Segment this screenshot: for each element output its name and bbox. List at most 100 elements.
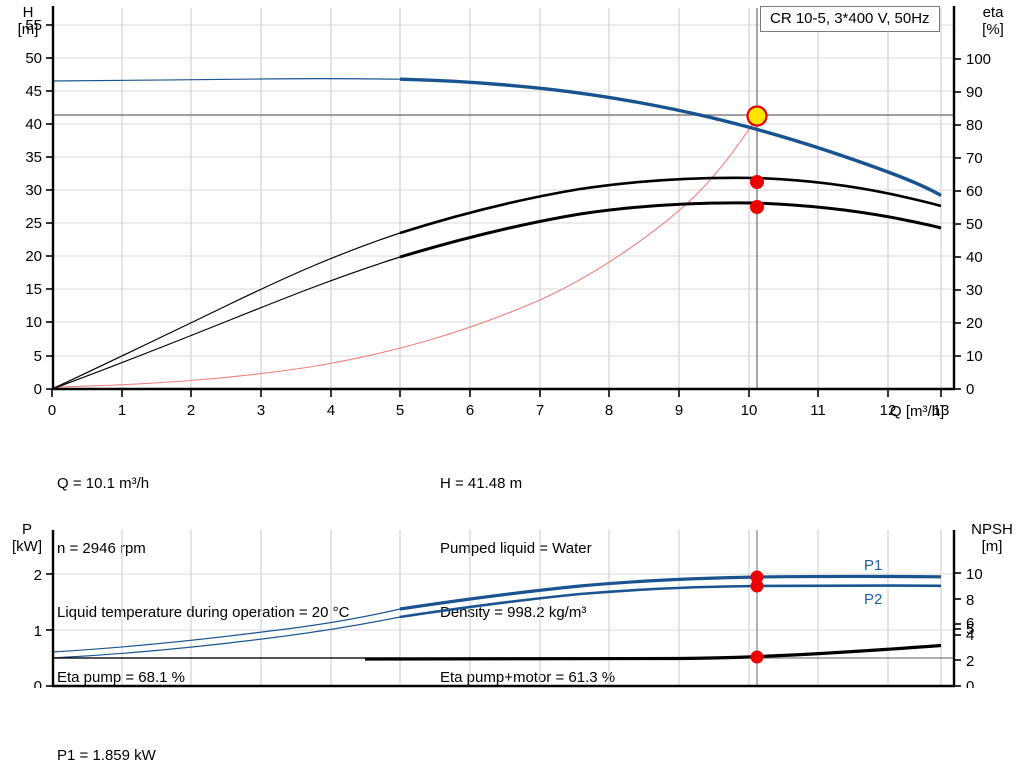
- svg-text:10: 10: [25, 314, 42, 331]
- upper-grid-vertical: [121, 8, 942, 389]
- svg-text:1: 1: [118, 402, 126, 419]
- p1-curve-thin: [52, 608, 401, 653]
- svg-text:35: 35: [25, 149, 42, 166]
- eta-pump-curve-thin: [52, 232, 401, 389]
- npsh-marker: [750, 650, 764, 664]
- p2-series-label: P2: [864, 591, 882, 608]
- svg-text:13: 13: [933, 402, 950, 419]
- upper-x-tick-labels: 0 1 2 3 4 5 6 7 8 9 10 11 12 13: [48, 402, 950, 419]
- svg-text:1: 1: [34, 623, 42, 640]
- svg-text:60: 60: [966, 183, 983, 200]
- svg-text:11: 11: [810, 402, 826, 419]
- svg-text:3: 3: [257, 402, 265, 419]
- svg-text:0: 0: [966, 381, 974, 398]
- lower-chart-svg: P1 P2 0 1 2 0: [34, 530, 983, 688]
- upper-x-axis-title: Q [m³/h]: [890, 403, 945, 420]
- head-curve-thin: [52, 77, 401, 82]
- svg-text:4: 4: [327, 402, 335, 419]
- duty-info-head: H = 41.48 m: [440, 475, 523, 492]
- duty-info-speed: n = 2946 rpm: [57, 539, 146, 557]
- lower-grid-vertical: [121, 530, 942, 686]
- svg-text:6: 6: [966, 615, 974, 632]
- p1-series-label: P1: [864, 557, 882, 574]
- eta-pump-motor-curve: [399, 201, 942, 259]
- duty-info-right: H = 41.48 m Pumped liquid = Water Densit…: [440, 430, 615, 731]
- upper-y-right-axis-title: eta [%]: [982, 4, 1004, 38]
- lower-y-left-axis-title: P [kW]: [12, 521, 42, 555]
- lower-duty-guides: [52, 530, 955, 686]
- svg-text:0: 0: [966, 678, 974, 688]
- svg-text:55: 55: [25, 17, 42, 34]
- upper-axis-lines: [51, 6, 956, 391]
- duty-info-left: Q = 10.1 m³/h n = 2946 rpm Liquid temper…: [57, 430, 349, 731]
- svg-text:5: 5: [34, 348, 42, 365]
- svg-text:50: 50: [966, 216, 983, 233]
- svg-text:100: 100: [966, 51, 991, 68]
- p1-curve: [399, 574, 942, 611]
- svg-text:25: 25: [25, 215, 42, 232]
- npsh-curve: [364, 643, 942, 661]
- svg-text:9: 9: [675, 402, 683, 419]
- svg-text:8: 8: [605, 402, 613, 419]
- svg-text:8: 8: [966, 592, 974, 609]
- upper-x-ticks: [51, 389, 942, 397]
- upper-y-left-axis-title: H [m]: [17, 4, 39, 38]
- p2-curve-thin: [52, 616, 401, 659]
- lower-left-tick-labels: 0 1 2: [34, 567, 42, 688]
- svg-text:15: 15: [25, 281, 42, 298]
- p2-marker: [750, 579, 764, 593]
- svg-text:6: 6: [466, 402, 474, 419]
- upper-left-tick-labels: 0 5 10 15 20 25 30 35 40 45 50 55: [25, 17, 42, 398]
- system-curve: [52, 116, 758, 388]
- svg-text:90: 90: [966, 84, 983, 101]
- svg-text:5: 5: [396, 402, 404, 419]
- svg-text:0: 0: [34, 381, 42, 398]
- svg-text:2: 2: [187, 402, 195, 419]
- duty-point-marker: [746, 105, 768, 127]
- svg-text:4: 4: [966, 627, 974, 644]
- svg-text:12: 12: [880, 402, 897, 419]
- upper-right-tick-labels: 0 10 20 30 40 50 60 70 80 90 100: [966, 51, 991, 398]
- lower-grid-horizontal: [52, 573, 955, 631]
- svg-text:50: 50: [25, 50, 42, 67]
- upper-duty-guides: [52, 8, 955, 389]
- eta-pump-marker: [750, 175, 764, 189]
- duty-info-eta-pump: Eta pump = 68.1 %: [57, 668, 185, 686]
- svg-text:45: 45: [25, 83, 42, 100]
- lower-right-tick-labels: 0 2 4 5 6 8 10: [966, 566, 983, 688]
- lower-axis-lines: [51, 530, 956, 688]
- lower-right-ticks: [954, 572, 961, 687]
- eta-pump-curve: [399, 176, 942, 235]
- svg-text:30: 30: [966, 282, 983, 299]
- svg-text:10: 10: [966, 566, 983, 583]
- svg-text:80: 80: [966, 117, 983, 134]
- svg-text:70: 70: [966, 150, 983, 167]
- upper-right-ticks: [954, 58, 961, 390]
- svg-text:40: 40: [966, 249, 983, 266]
- svg-text:5: 5: [966, 621, 974, 638]
- p2-curve: [399, 584, 942, 619]
- svg-text:10: 10: [966, 348, 983, 365]
- upper-left-ticks: [46, 24, 53, 390]
- duty-info-flow: Q = 10.1 m³/h: [57, 475, 150, 492]
- upper-grid-horizontal: [52, 24, 955, 357]
- duty-info-liquid: Pumped liquid = Water: [440, 539, 592, 557]
- duty-info-eta-pump-motor: Eta pump+motor = 61.3 %: [440, 668, 616, 686]
- svg-text:0: 0: [34, 678, 42, 688]
- eta-pump-motor-marker: [750, 200, 764, 214]
- head-curve: [399, 77, 942, 197]
- lower-left-ticks: [46, 573, 53, 687]
- lower-y-right-axis-title: NPSH [m]: [971, 521, 1013, 555]
- svg-text:0: 0: [48, 402, 56, 419]
- svg-text:30: 30: [25, 182, 42, 199]
- eta-pump-motor-curve-thin: [52, 256, 401, 389]
- power-info-block: P1 = 1.859 kW P2 = 1.672 kW NPSH = 2.05 …: [57, 702, 162, 781]
- svg-text:20: 20: [25, 248, 42, 265]
- power-info-p1: P1 = 1.859 kW: [57, 747, 156, 764]
- p1-marker: [750, 570, 764, 584]
- svg-text:2: 2: [34, 567, 42, 584]
- svg-text:20: 20: [966, 315, 983, 332]
- duty-info-temperature: Liquid temperature during operation = 20…: [57, 604, 350, 621]
